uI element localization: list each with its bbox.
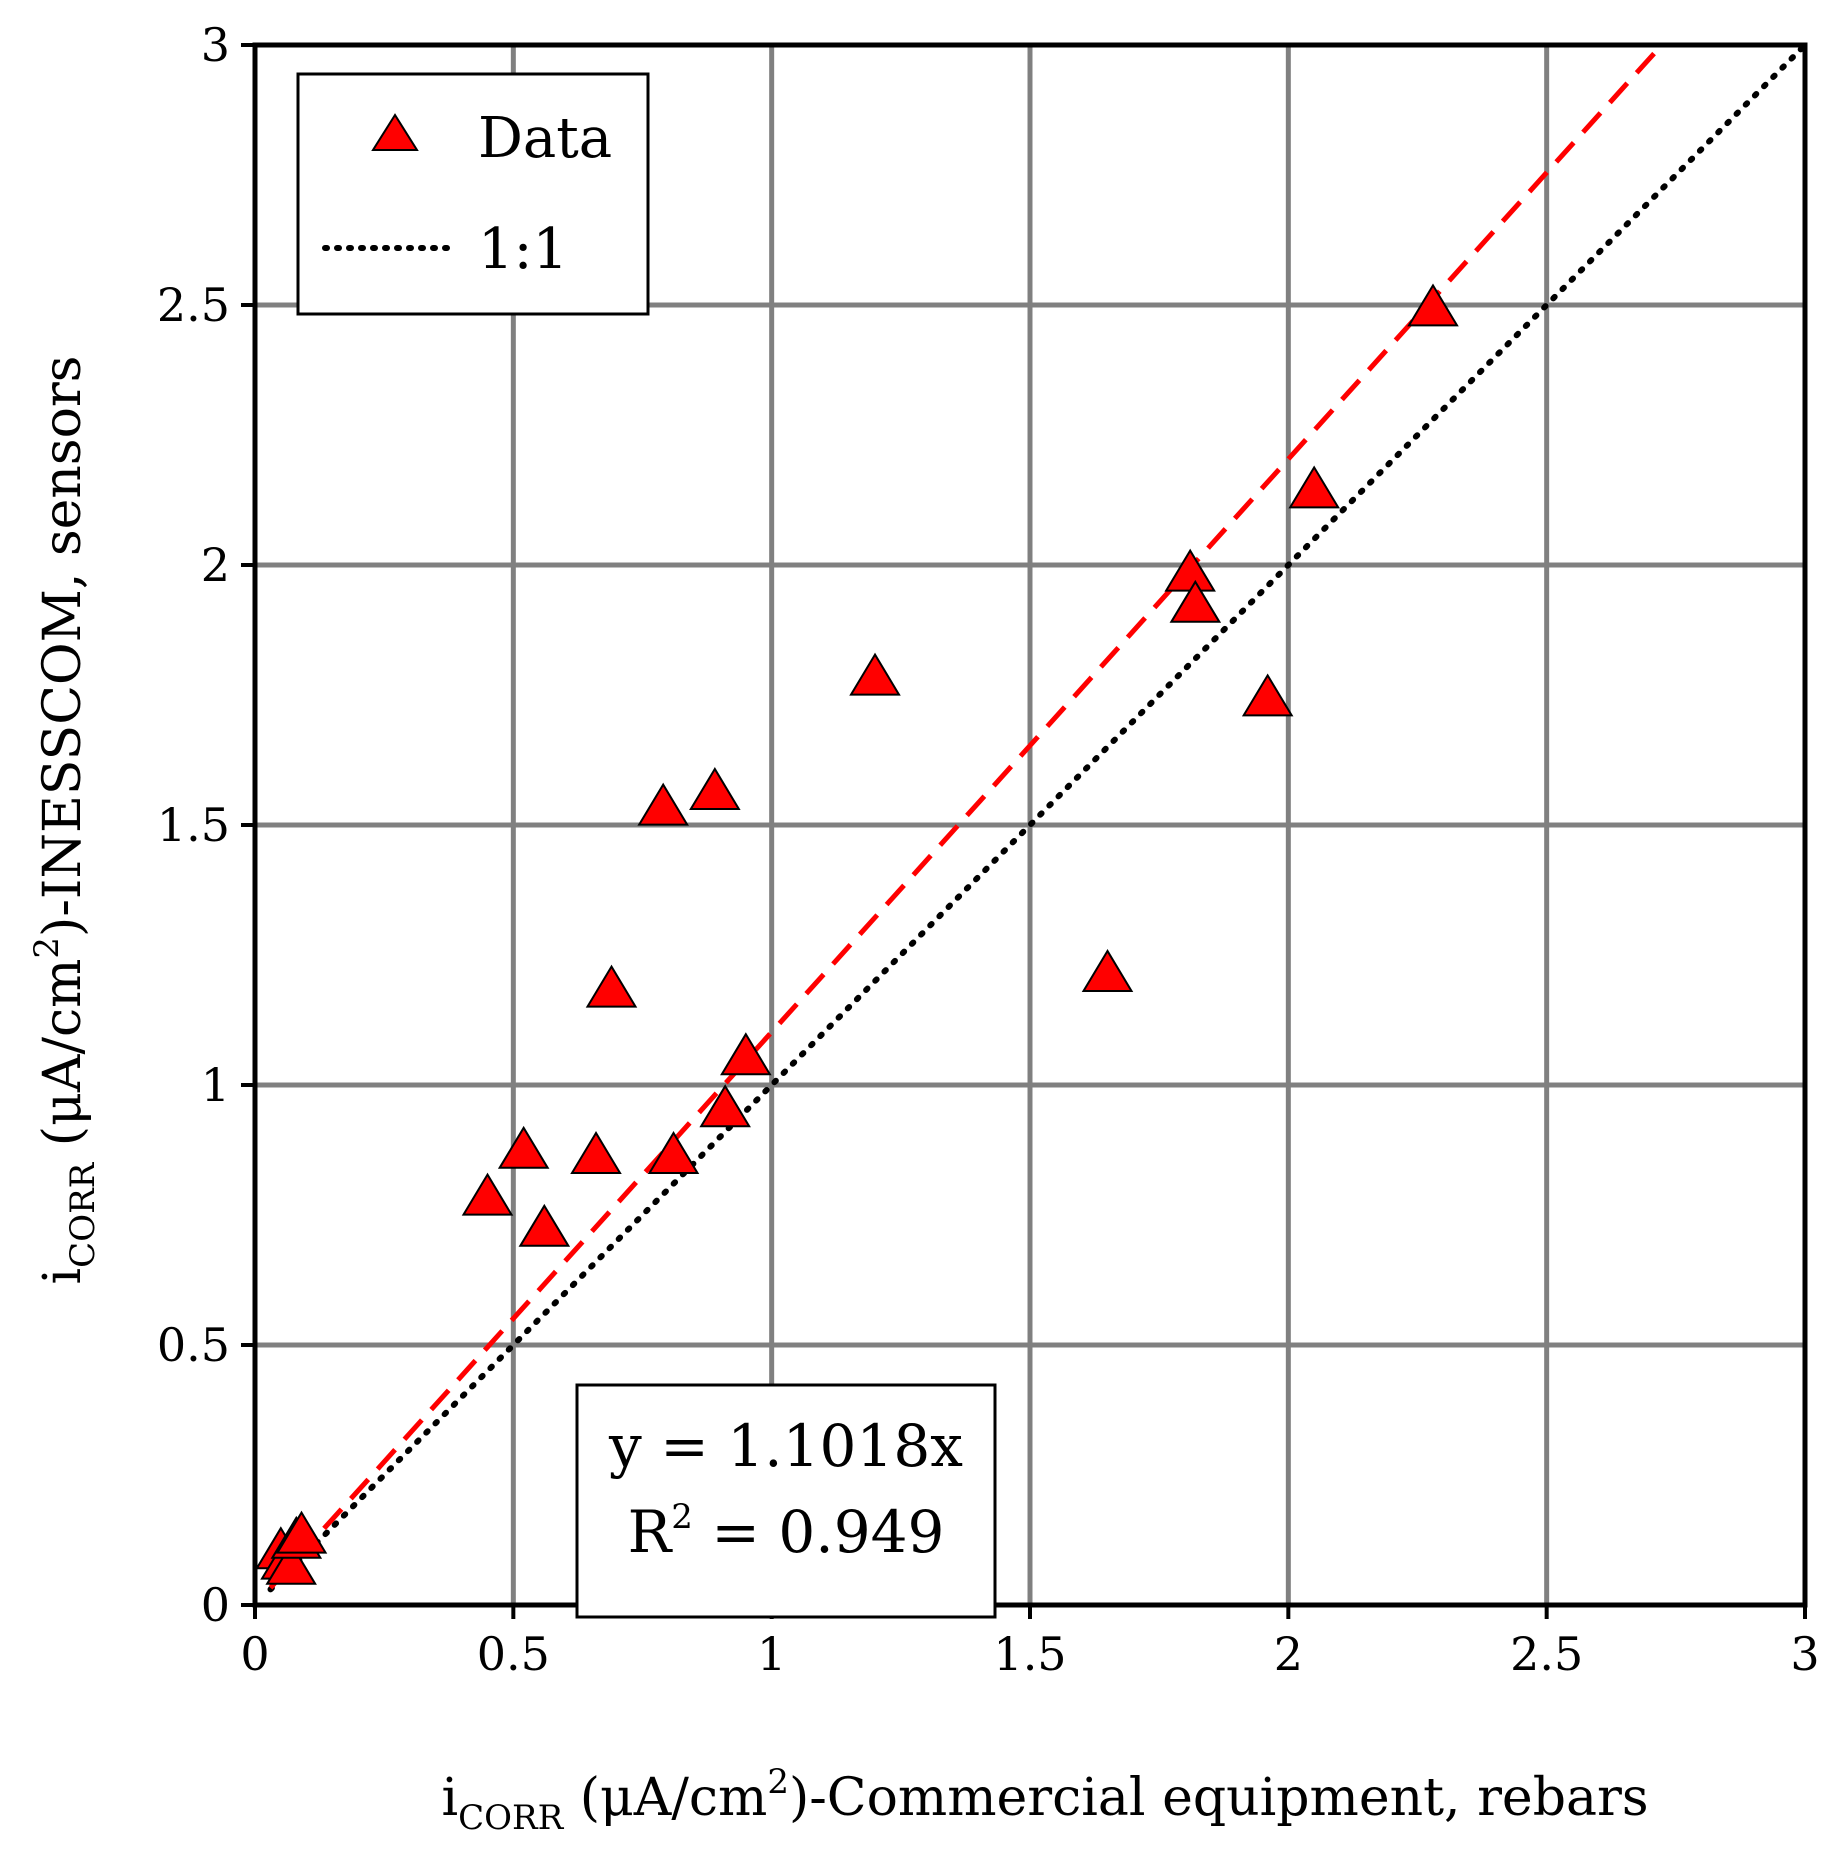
x-tick-label-3: 1.5 [993,1627,1066,1681]
x-axis-title: iCORR (μA/cm2)-Commercial equipment, reb… [441,1762,1648,1838]
data-point-20 [1288,465,1340,509]
data-point-12 [689,767,741,810]
data-point-9 [585,964,638,1008]
x-tick-label-0: 0 [240,1627,269,1681]
legend-label-data: Data [478,106,612,171]
data-point-13 [699,1084,751,1128]
data-point-10 [637,782,689,826]
r-squared-line: R2 = 0.949 [628,1497,945,1566]
equation-box: y = 1.1018x R2 = 0.949 [575,1383,997,1619]
data-point-14 [720,1032,772,1076]
y-axis-ticks: 0 0.5 1 1.5 2 2.5 3 [157,18,255,1632]
y-tick-label-2: 1 [201,1058,230,1112]
data-point-16 [1081,949,1134,992]
legend-data-marker [371,113,419,151]
data-point-11 [647,1131,700,1174]
y-tick-label-4: 2 [201,538,230,592]
data-point-21 [1407,283,1459,327]
data-point-18 [1169,579,1222,623]
legend: Data 1:1 [296,72,650,316]
legend-label-one-to-one: 1:1 [478,217,568,282]
y-tick-label-0: 0 [201,1578,230,1632]
data-points [255,283,1459,1585]
y-tick-label-5: 2.5 [157,278,230,332]
data-point-5 [461,1172,514,1216]
y-tick-label-1: 0.5 [157,1318,230,1372]
equation-box-frame [575,1383,997,1619]
one-to-one-line [267,42,1808,1593]
y-tick-label-3: 1.5 [157,798,230,852]
x-tick-label-4: 2 [1274,1627,1303,1681]
data-point-6 [497,1125,550,1169]
data-point-15 [849,652,901,696]
x-tick-label-5: 2.5 [1510,1627,1583,1681]
y-axis-title: iCORR (μA/cm2)-INESSCOM, sensors [27,356,103,1285]
data-point-4 [275,1510,328,1554]
legend-box [296,72,650,316]
x-tick-label-2: 1 [757,1627,786,1681]
equation-line: y = 1.1018x [608,1412,963,1480]
data-point-19 [1241,673,1294,717]
x-tick-label-1: 0.5 [477,1627,550,1681]
x-axis-ticks: 0 0.5 1 1.5 2 2.5 3 [240,1605,1820,1681]
y-tick-label-6: 3 [201,18,230,72]
data-point-2 [265,1541,317,1585]
data-point-8 [570,1131,622,1174]
one-to-one-series-line [267,42,1808,1593]
data-point-7 [518,1203,571,1247]
x-tick-label-6: 3 [1790,1627,1819,1681]
